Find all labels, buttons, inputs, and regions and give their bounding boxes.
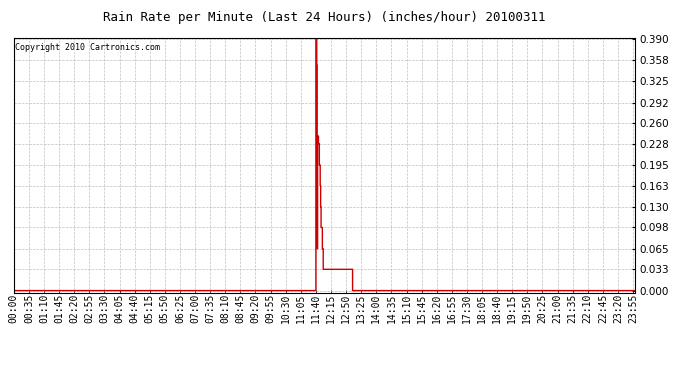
Text: Copyright 2010 Cartronics.com: Copyright 2010 Cartronics.com <box>15 43 160 52</box>
Text: Rain Rate per Minute (Last 24 Hours) (inches/hour) 20100311: Rain Rate per Minute (Last 24 Hours) (in… <box>103 11 546 24</box>
